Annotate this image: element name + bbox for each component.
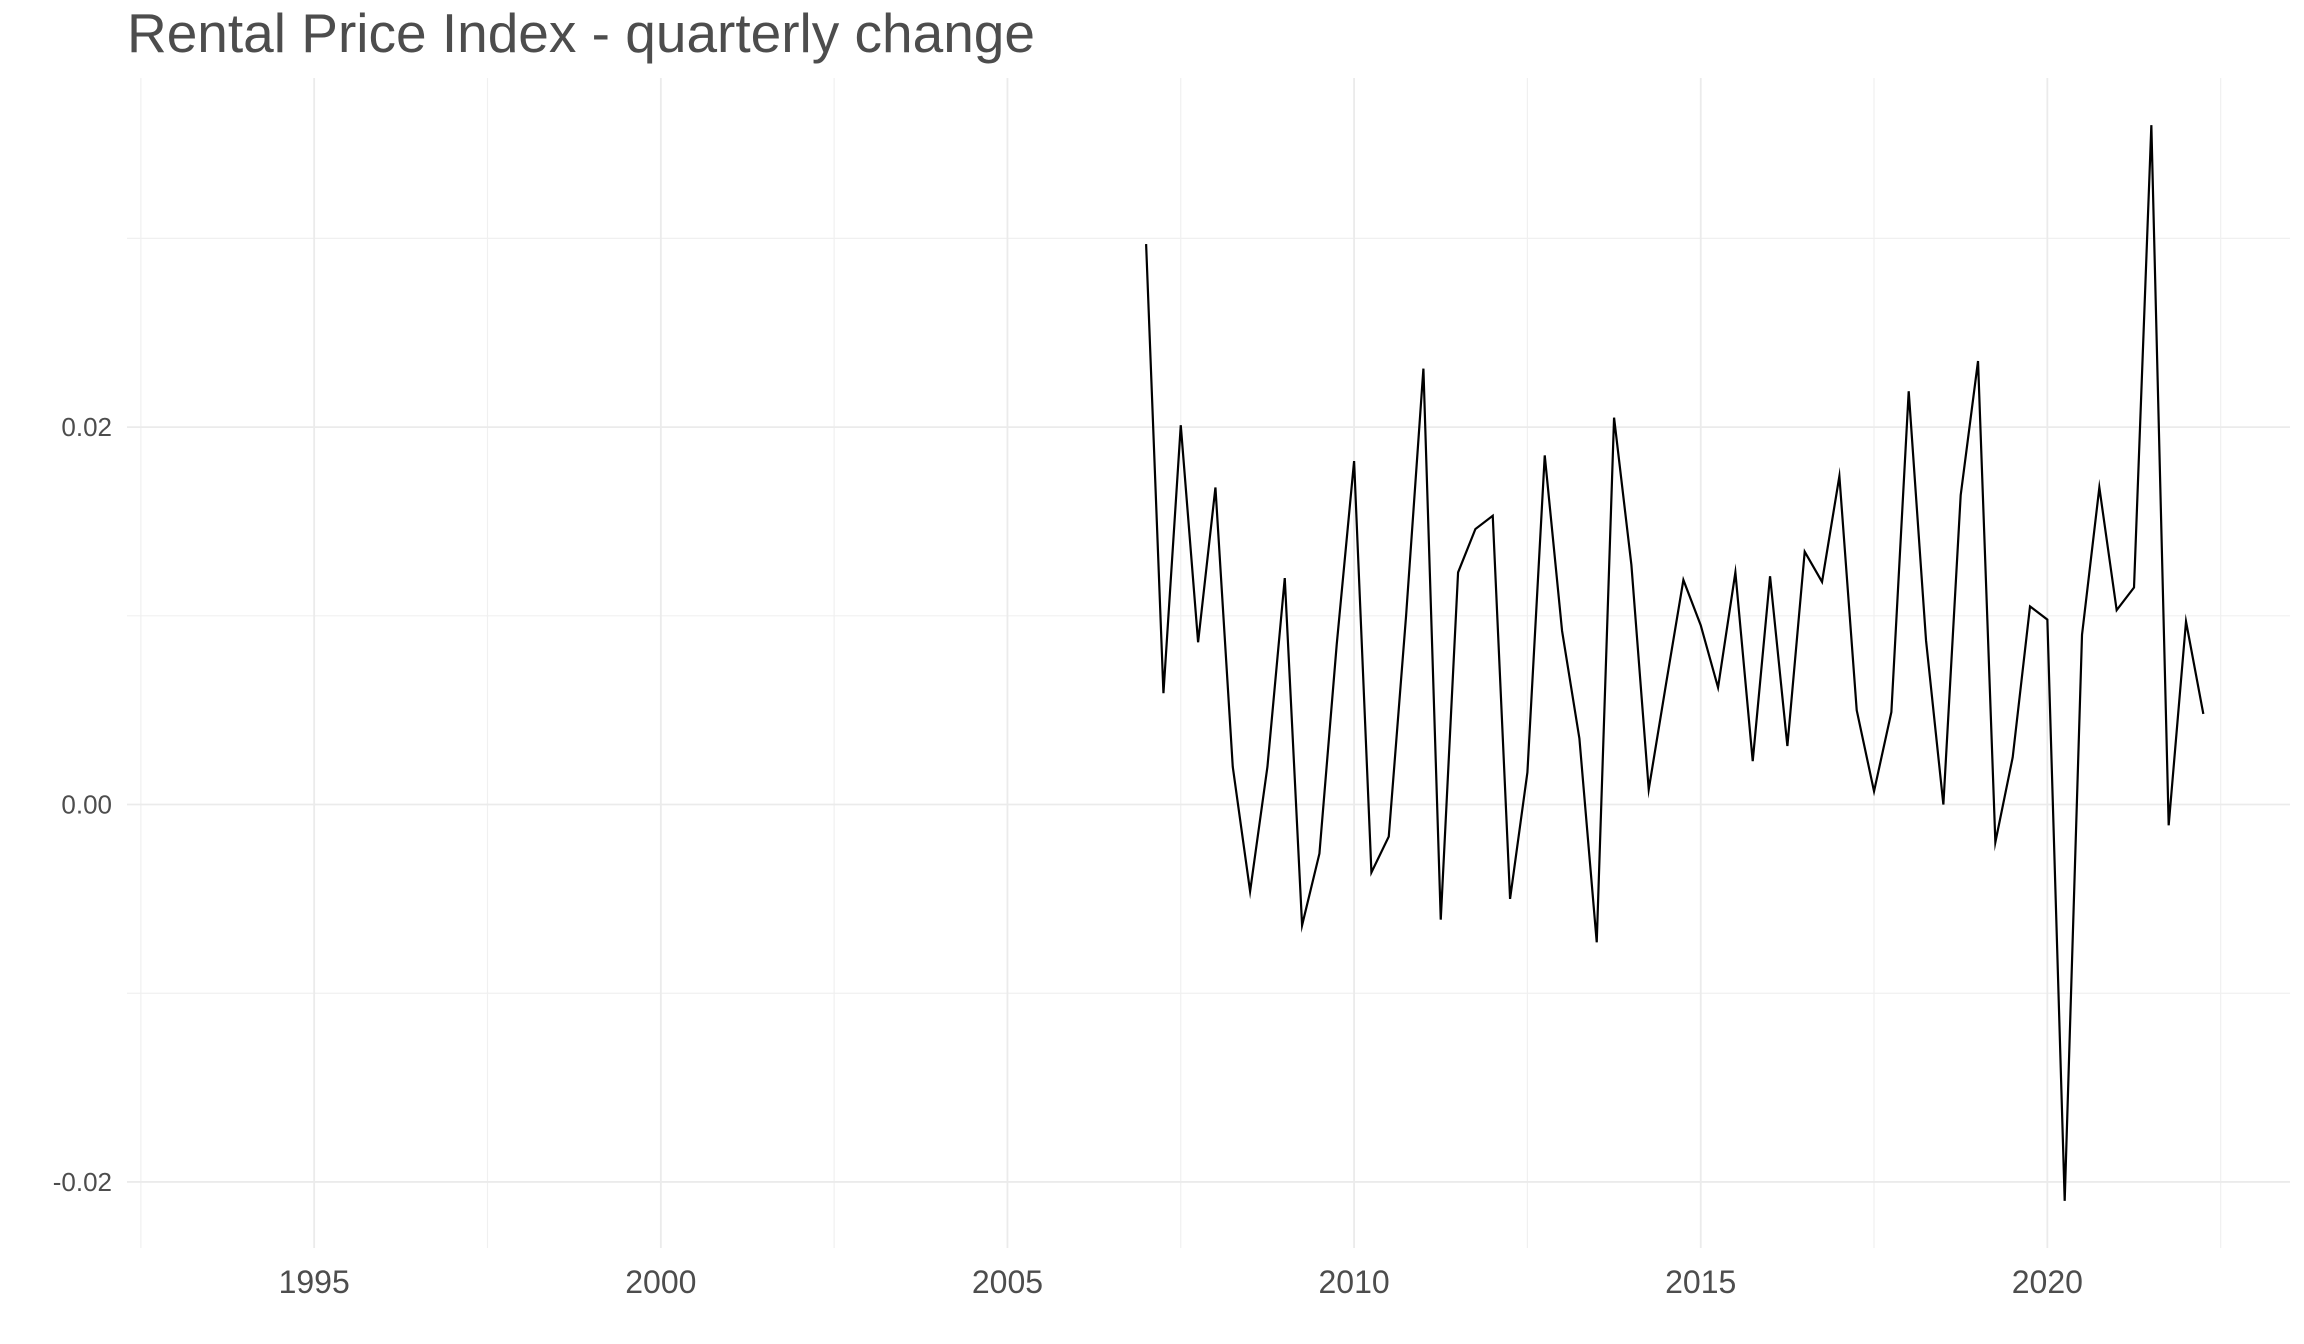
chart-title: Rental Price Index - quarterly change — [127, 2, 1035, 64]
x-tick-label: 2000 — [625, 1264, 696, 1300]
x-tick-label: 2020 — [2012, 1264, 2083, 1300]
y-axis: -0.02 0.00 0.02 — [53, 412, 112, 1197]
y-tick-label: 0.00 — [61, 790, 112, 820]
plot-area — [1145, 125, 2205, 1201]
y-tick-label: -0.02 — [53, 1167, 112, 1197]
y-tick-label: 0.02 — [61, 412, 112, 442]
x-tick-label: 2010 — [1318, 1264, 1389, 1300]
x-axis: 1995 2000 2005 2010 2015 2020 — [279, 1264, 2083, 1300]
grid-lines — [127, 78, 2290, 1248]
x-tick-label: 1995 — [279, 1264, 350, 1300]
x-tick-label: 2015 — [1665, 1264, 1736, 1300]
x-tick-label: 2005 — [972, 1264, 1043, 1300]
series-line — [1145, 125, 2205, 1201]
